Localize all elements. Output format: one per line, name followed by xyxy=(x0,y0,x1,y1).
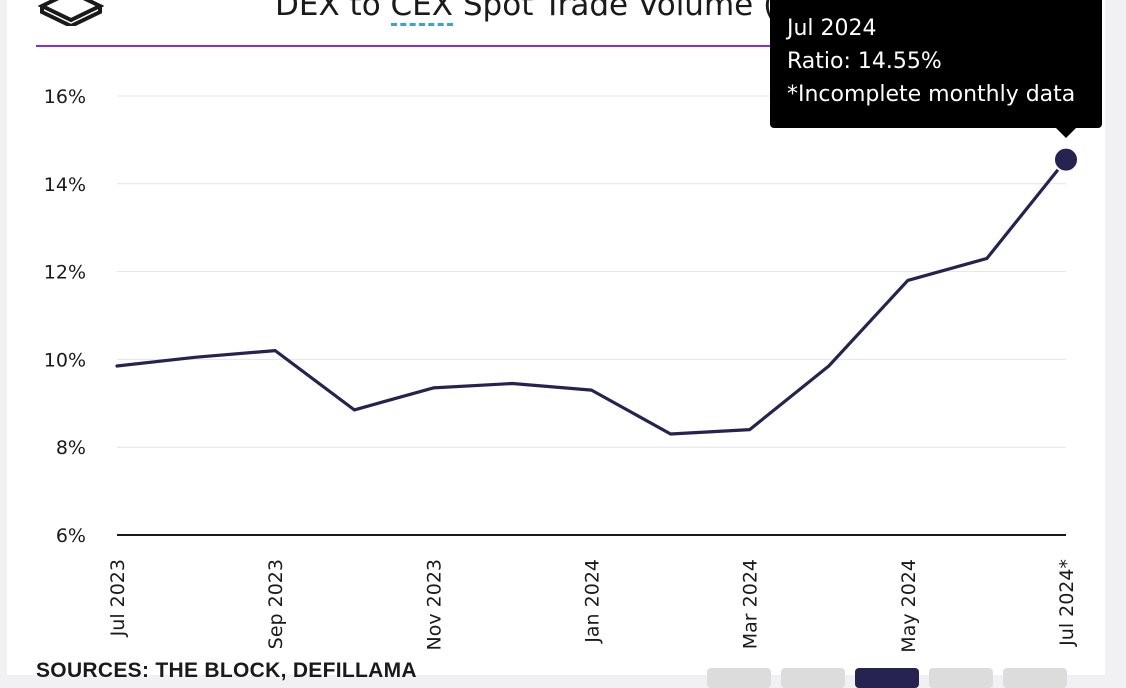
x-tick-label-4: Nov 2023 xyxy=(423,559,445,650)
data-point-1 xyxy=(194,355,198,359)
x-tick-label-2: Sep 2023 xyxy=(265,559,287,649)
title-part-1: DEX to xyxy=(275,0,391,23)
title-part-dashed: CEX xyxy=(390,0,454,26)
y-tick-label-12: 12% xyxy=(44,262,86,284)
y-tick-label-16: 16% xyxy=(44,86,86,108)
range-button-3[interactable] xyxy=(855,668,919,688)
tooltip-ratio: Ratio: 14.55% xyxy=(787,49,942,74)
x-tick-label-10: May 2024 xyxy=(898,559,920,653)
data-point-9 xyxy=(827,364,831,368)
range-button-2[interactable] xyxy=(781,668,845,688)
tooltip-arrow xyxy=(1055,127,1077,138)
series-line xyxy=(115,158,1068,436)
x-tick-label-12: Jul 2024* xyxy=(1056,559,1078,647)
highlighted-data-point xyxy=(1053,146,1079,173)
data-point-4 xyxy=(431,386,435,390)
tooltip-date: Jul 2024 xyxy=(787,16,877,41)
range-button-4[interactable] xyxy=(929,668,993,688)
chart-title: DEX to CEX Spot Trade Volume (%) xyxy=(275,0,817,26)
data-point-6 xyxy=(590,388,594,392)
range-button-5[interactable] xyxy=(1003,668,1067,688)
x-tick-label-6: Jan 2024 xyxy=(582,559,604,644)
data-tooltip: Jul 2024 Ratio: 14.55% *Incomplete month… xyxy=(770,0,1102,128)
y-tick-label-6: 6% xyxy=(56,525,86,547)
sources-label: SOURCES: THE BLOCK, DEFILLAMA xyxy=(36,659,417,682)
range-button-1[interactable] xyxy=(707,668,771,688)
title-part-2: Spot Trade Volume (%) xyxy=(453,0,817,23)
data-point-10 xyxy=(906,278,910,282)
data-point-2 xyxy=(273,349,277,353)
x-tick-label-0: Jul 2023 xyxy=(107,559,129,637)
data-point-5 xyxy=(510,382,514,386)
logo-icon xyxy=(38,0,104,26)
data-point-11 xyxy=(985,256,989,260)
x-tick-label-8: Mar 2024 xyxy=(740,559,762,649)
title-divider xyxy=(36,45,1088,47)
y-tick-label-8: 8% xyxy=(56,437,86,459)
data-point-7 xyxy=(669,432,673,436)
data-point-8 xyxy=(748,428,752,432)
data-point-0 xyxy=(115,364,119,368)
y-tick-label-10: 10% xyxy=(44,349,86,371)
data-point-3 xyxy=(352,408,356,412)
tooltip-note: *Incomplete monthly data xyxy=(787,82,1076,107)
y-tick-label-14: 14% xyxy=(44,174,86,196)
